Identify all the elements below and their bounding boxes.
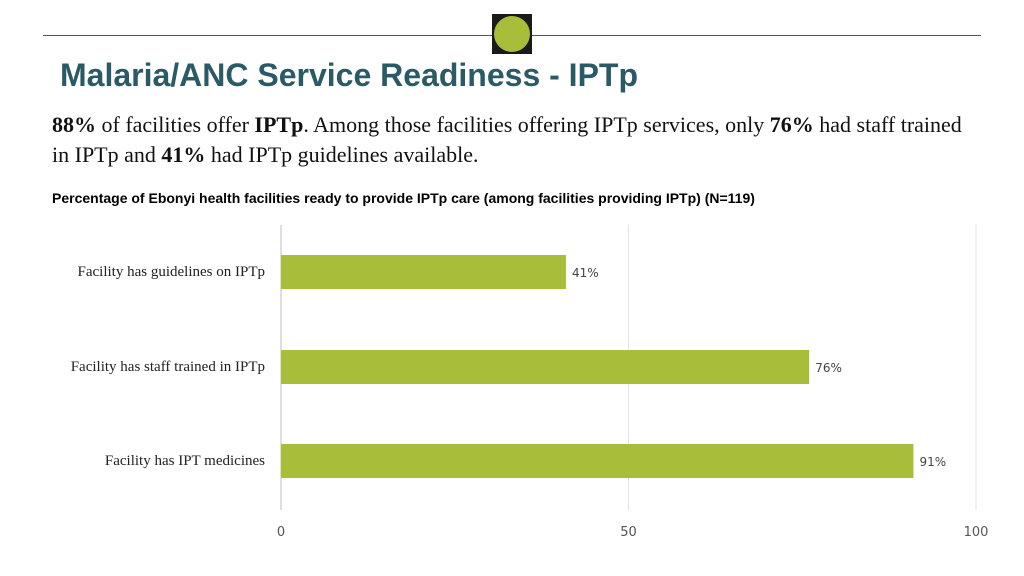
- x-tick-label: 50: [620, 525, 637, 540]
- slide-title: Malaria/ANC Service Readiness - IPTp: [60, 57, 638, 93]
- logo-circle-icon: [494, 16, 530, 52]
- y-category-label: Facility has guidelines on IPTp: [77, 263, 265, 280]
- summary-text: 88% of facilities offer IPTp. Among thos…: [52, 110, 972, 170]
- chart-title: Percentage of Ebonyi health facilities r…: [52, 190, 755, 206]
- summary-highlight: 88%: [52, 112, 96, 137]
- summary-highlight: 76%: [769, 112, 814, 137]
- data-label: 91%: [919, 455, 946, 469]
- summary-segment: . Among those facilities offering IPTp s…: [303, 112, 770, 137]
- data-label: 76%: [815, 361, 842, 375]
- summary-segment: had staff trained in IPTp and: [52, 112, 962, 167]
- x-tick-label: 0: [277, 525, 285, 540]
- logo: [492, 14, 532, 54]
- bar: [281, 444, 914, 478]
- summary-segment: had IPTp guidelines available.: [205, 142, 479, 167]
- x-tick-label: 100: [964, 525, 989, 540]
- summary-highlight: IPTp: [254, 112, 304, 137]
- summary-highlight: 41%: [161, 142, 206, 167]
- bar: [281, 350, 810, 384]
- summary-segment: of facilities offer: [96, 112, 255, 137]
- data-label: 41%: [572, 266, 599, 280]
- y-category-label: Facility has staff trained in IPTp: [70, 358, 265, 375]
- y-category-label: Facility has IPT medicines: [104, 452, 265, 469]
- bar: [281, 255, 566, 289]
